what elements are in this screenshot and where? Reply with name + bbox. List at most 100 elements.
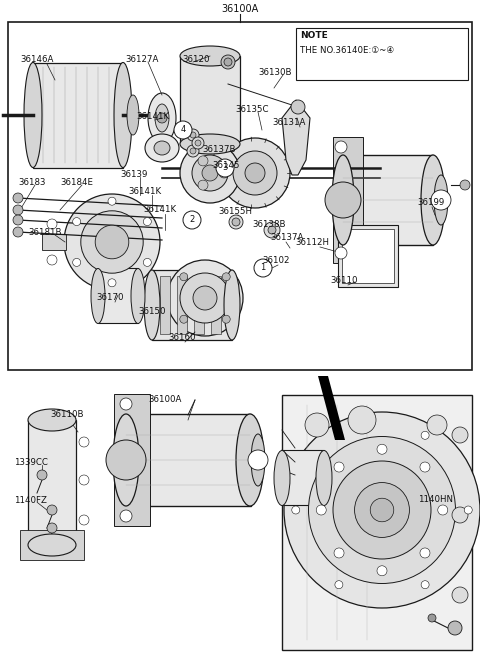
Bar [296,28,468,80]
Circle shape [106,440,146,480]
Circle shape [13,215,23,225]
Text: 36141K: 36141K [143,205,176,214]
Circle shape [452,507,468,523]
Circle shape [72,259,81,267]
Circle shape [221,55,235,69]
Text: 1140HN: 1140HN [418,495,453,504]
Circle shape [348,406,376,434]
Bar [333,137,363,263]
Circle shape [268,226,276,234]
Circle shape [220,138,290,208]
Circle shape [325,182,361,218]
Bar [114,394,150,526]
Circle shape [108,279,116,287]
Text: 36146A: 36146A [20,55,53,64]
Circle shape [79,437,89,447]
Circle shape [192,137,204,149]
Circle shape [224,58,232,66]
Circle shape [305,413,329,437]
Circle shape [167,260,243,336]
Text: 36102: 36102 [262,256,289,265]
Text: 36127A: 36127A [125,55,158,64]
Ellipse shape [316,451,332,506]
Text: 1140FZ: 1140FZ [14,496,47,505]
Ellipse shape [154,141,170,155]
Circle shape [232,218,240,226]
Circle shape [47,523,57,533]
Text: 1339CC: 1339CC [14,458,48,467]
Circle shape [13,193,23,203]
Circle shape [292,506,300,514]
Circle shape [316,505,326,515]
Bar [211,276,221,334]
Ellipse shape [91,269,105,324]
Ellipse shape [28,409,76,431]
Ellipse shape [251,434,265,486]
Text: 36135C: 36135C [235,105,268,114]
Circle shape [95,225,129,259]
Circle shape [120,510,132,522]
Text: 36199: 36199 [417,198,444,207]
Text: 2: 2 [190,215,194,225]
Circle shape [334,548,344,558]
Ellipse shape [145,134,179,162]
Text: 36137A: 36137A [270,233,303,242]
Text: 36138B: 36138B [252,220,286,229]
Circle shape [108,197,116,205]
Text: 36150: 36150 [138,307,166,316]
Text: 36184E: 36184E [60,178,93,187]
Circle shape [264,222,280,238]
Circle shape [452,587,468,603]
Circle shape [47,219,57,229]
Text: 36170: 36170 [96,293,123,302]
Circle shape [335,431,343,440]
Text: 36110B: 36110B [50,410,84,419]
Circle shape [284,412,480,608]
Circle shape [13,227,23,237]
Circle shape [180,315,188,323]
Circle shape [377,444,387,454]
Bar [194,276,204,334]
Bar [126,414,251,506]
Circle shape [79,515,89,525]
Circle shape [428,614,436,622]
Circle shape [190,132,196,138]
Text: 36155H: 36155H [218,207,252,216]
Circle shape [420,548,430,558]
Bar [8,22,472,370]
Circle shape [233,151,277,195]
Circle shape [421,431,429,440]
Circle shape [334,462,344,472]
Circle shape [47,255,57,265]
Circle shape [335,581,343,589]
Ellipse shape [236,414,264,506]
Circle shape [144,217,151,225]
Circle shape [187,145,199,157]
Bar [338,225,398,287]
Circle shape [37,470,47,480]
Ellipse shape [434,175,448,225]
Bar [98,268,138,323]
Ellipse shape [332,155,354,245]
Ellipse shape [144,270,160,340]
Ellipse shape [180,46,240,66]
Text: 36139: 36139 [120,170,147,179]
Circle shape [431,190,451,210]
Ellipse shape [24,62,42,168]
Circle shape [421,581,429,589]
Circle shape [47,505,57,515]
Text: 36110: 36110 [330,276,358,285]
Ellipse shape [274,451,290,506]
Circle shape [254,259,272,277]
Circle shape [79,475,89,485]
Bar [342,229,394,283]
Ellipse shape [114,62,132,168]
Circle shape [452,427,468,443]
Circle shape [195,140,201,146]
Circle shape [370,498,394,522]
Circle shape [64,194,160,290]
Circle shape [245,163,265,183]
Text: 1: 1 [260,263,265,272]
Text: 36141K: 36141K [136,112,169,121]
Circle shape [198,156,208,166]
